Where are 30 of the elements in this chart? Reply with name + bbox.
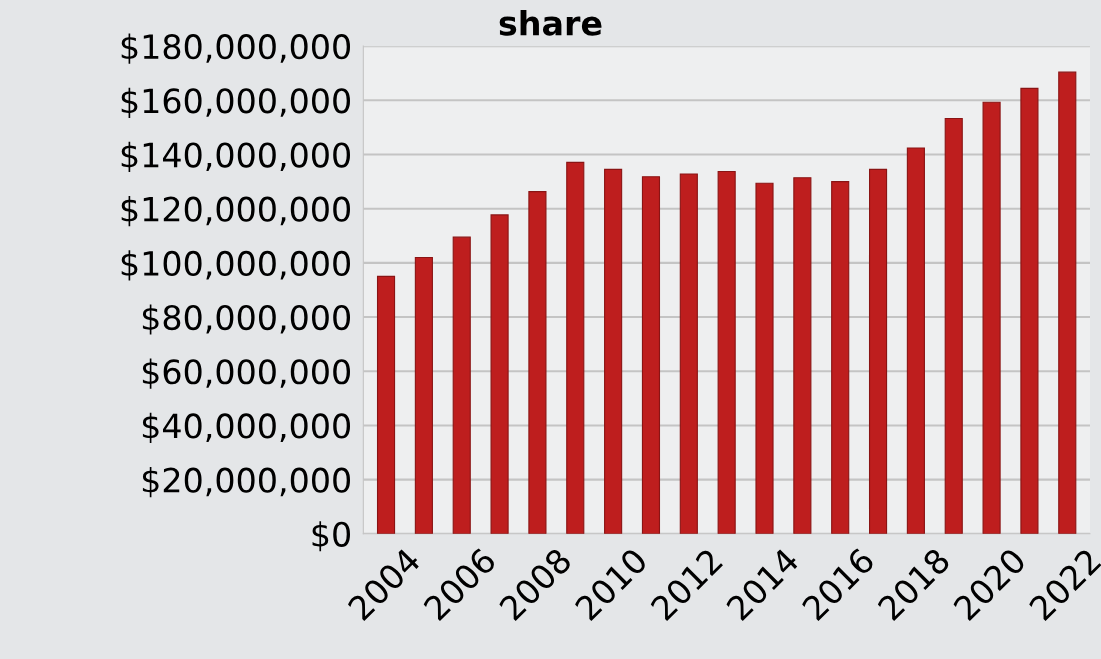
y-tick-label: $80,000,000 xyxy=(142,304,350,335)
bar xyxy=(452,236,471,534)
bar xyxy=(1020,87,1039,534)
bar xyxy=(793,177,812,534)
y-tick-label: $60,000,000 xyxy=(142,358,350,389)
y-tick-label: $20,000,000 xyxy=(142,466,350,498)
bar xyxy=(528,191,547,534)
chart-title: share xyxy=(499,9,602,36)
bar xyxy=(944,117,963,534)
y-tick-label: $120,000,000 xyxy=(121,196,350,227)
bar xyxy=(1058,71,1077,534)
y-tick-label: $160,000,000 xyxy=(121,87,350,118)
y-tick-label: $100,000,000 xyxy=(121,250,350,281)
bar xyxy=(679,173,698,534)
y-tick-label: $180,000,000 xyxy=(121,33,350,64)
y-tick-label: $40,000,000 xyxy=(142,412,350,443)
y-tick-label: $0 xyxy=(312,521,350,552)
bar xyxy=(868,168,888,534)
bar xyxy=(604,168,623,534)
bar xyxy=(641,176,661,534)
bar xyxy=(906,147,925,534)
y-tick-label: $140,000,000 xyxy=(121,141,350,173)
bar xyxy=(755,182,774,534)
bar xyxy=(414,256,433,534)
bar xyxy=(982,101,1001,534)
bar xyxy=(376,275,396,534)
bar xyxy=(717,171,736,534)
bar xyxy=(831,181,850,534)
bar xyxy=(490,214,509,534)
bar xyxy=(566,161,585,534)
